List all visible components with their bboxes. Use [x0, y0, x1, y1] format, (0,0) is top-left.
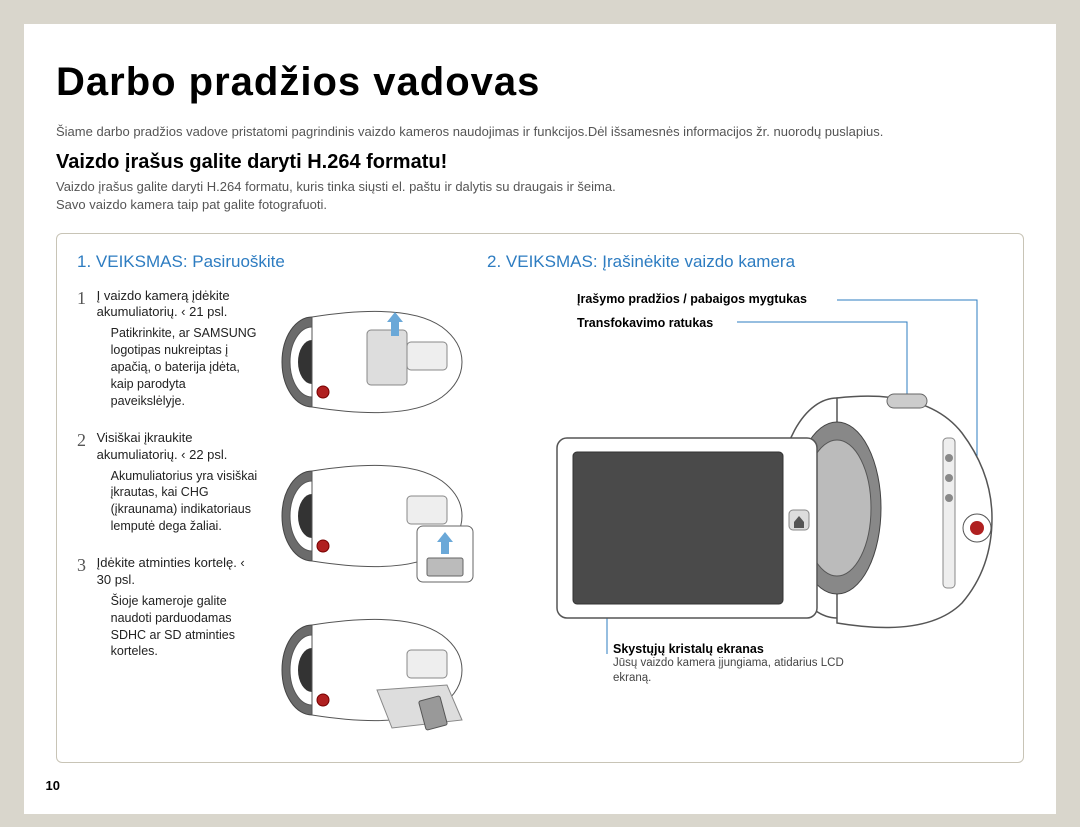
- camera-memcard-icon: [267, 600, 477, 740]
- content-area: Darbo pradžios vadovas Šiame darbo pradž…: [24, 24, 1056, 763]
- step-head: Visiškai įkraukite akumuliatorių. ‹ 22 p…: [97, 430, 228, 462]
- step-head: Į vaizdo kamerą įdėkite akumuliatorių. ‹…: [97, 288, 230, 320]
- intro-text: Šiame darbo pradžios vadove pristatomi p…: [56, 123, 1024, 141]
- step1-text: 1 Į vaizdo kamerą įdėkite akumuliatorių.…: [77, 288, 267, 740]
- steps-box: 1. VEIKSMAS: Pasiruoškite 1 Į vaizdo kam…: [56, 233, 1024, 763]
- step1-column: 1. VEIKSMAS: Pasiruoškite 1 Į vaizdo kam…: [77, 252, 477, 738]
- camera-open-diagram: Įrašymo pradžios / pabaigos mygtukas Tra…: [487, 288, 1007, 738]
- step1-title: 1. VEIKSMAS: Pasiruoškite: [77, 252, 477, 272]
- step-sub: Patikrinkite, ar SAMSUNG logotipas nukre…: [97, 325, 261, 409]
- step2-column: 2. VEIKSMAS: Įrašinėkite vaizdo kamera Į…: [477, 252, 1007, 738]
- step-row: 1 Į vaizdo kamerą įdėkite akumuliatorių.…: [77, 288, 267, 410]
- page-number: 10: [24, 778, 60, 793]
- subtext-line2: Savo vaizdo kamera taip pat galite fotog…: [56, 197, 327, 212]
- step-sub: Akumuliatorius yra visiškai įkrautas, ka…: [97, 468, 261, 536]
- subtitle: Vaizdo įrašus galite daryti H.264 format…: [56, 151, 1024, 174]
- subtext: Vaizdo įrašus galite daryti H.264 format…: [56, 178, 1024, 214]
- step-number: 3: [77, 555, 93, 576]
- camera-battery-icon: [267, 292, 477, 432]
- step-row: 2 Visiškai įkraukite akumuliatorių. ‹ 22…: [77, 430, 267, 535]
- manual-page: Darbo pradžios vadovas Šiame darbo pradž…: [24, 24, 1056, 814]
- step-number: 1: [77, 288, 93, 309]
- step1-images: [267, 288, 477, 740]
- subtext-line1: Vaizdo įrašus galite daryti H.264 format…: [56, 179, 616, 194]
- camera-open-icon: [487, 288, 1007, 728]
- step-sub: Šioje kameroje galite naudoti parduodama…: [97, 593, 261, 661]
- camera-charge-icon: [267, 446, 477, 586]
- step-row: 3 Įdėkite atminties kortelę. ‹ 30 psl. Š…: [77, 555, 267, 660]
- step-head: Įdėkite atminties kortelę. ‹ 30 psl.: [97, 555, 245, 587]
- step2-title: 2. VEIKSMAS: Įrašinėkite vaizdo kamera: [487, 252, 1007, 272]
- step1-body: 1 Į vaizdo kamerą įdėkite akumuliatorių.…: [77, 288, 477, 740]
- step-number: 2: [77, 430, 93, 451]
- page-title: Darbo pradžios vadovas: [56, 60, 1024, 105]
